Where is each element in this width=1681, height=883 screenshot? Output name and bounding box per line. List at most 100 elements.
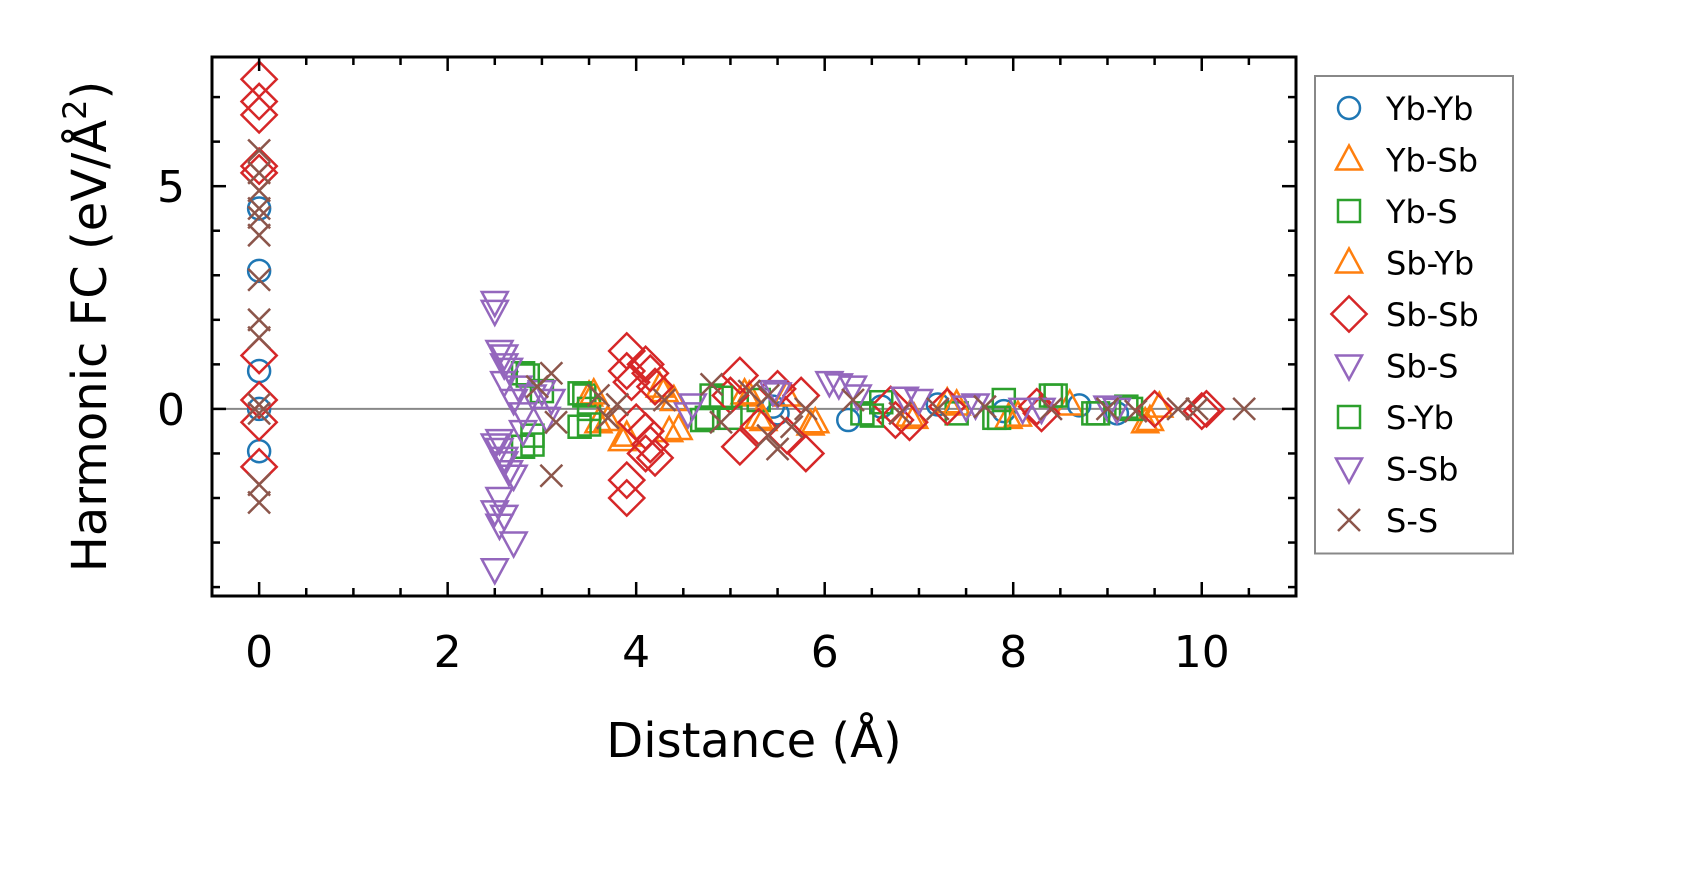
x-tick-label: 2 [434,627,462,678]
data-point [247,138,272,163]
data-point [247,178,272,203]
data-markers [239,59,1257,586]
data-point [239,336,279,375]
data-point [616,402,656,442]
data-point [1039,397,1063,421]
data-point [663,412,694,441]
legend-label: S-S [1386,502,1438,540]
legend-label: Yb-S [1385,193,1458,231]
data-point [247,401,272,426]
legend-marker [1333,245,1365,274]
series-sb-sb [239,59,1226,518]
legend-label: S-Sb [1386,451,1458,489]
data-point [539,463,564,488]
data-point [247,160,272,185]
data-point [578,376,609,405]
data-point [567,381,592,406]
data-point [239,95,279,135]
data-point [786,434,826,473]
data-point [484,428,515,457]
data-point [756,423,781,448]
data-point [517,384,548,413]
x-tick-label: 4 [622,627,650,678]
data-point [1166,397,1191,421]
data-point [1144,390,1175,418]
data-point [841,388,865,412]
data-point [1085,401,1111,426]
legend-label: Yb-Sb [1385,142,1478,180]
legend-marker [1333,354,1365,383]
legend-marker [1333,457,1365,486]
data-point [737,379,762,403]
data-point [247,196,272,221]
data-point [507,419,539,448]
data-point [247,392,272,417]
data-point [484,486,515,515]
data-point [1017,387,1057,427]
data-point [903,388,935,417]
data-point [708,385,734,411]
data-point [626,434,665,473]
data-point [800,405,831,434]
data-point [493,357,525,386]
data-point [239,82,279,121]
data-point [1066,393,1092,418]
legend-marker [1336,198,1362,224]
legend-item: Yb-Sb [1333,142,1478,180]
data-point [718,405,743,431]
legend-item: S-Sb [1333,451,1458,489]
legend-marker [1336,95,1362,121]
data-point [734,378,765,407]
data-point [1185,397,1209,421]
data-point [652,388,677,412]
data-point [795,407,826,436]
data-point [539,361,564,386]
x-tick-label: 10 [1174,627,1230,678]
legend-label: Sb-Yb [1386,245,1474,283]
y-tick-labels: 05 [157,162,185,436]
legend-item: Yb-S [1336,193,1458,231]
data-point [498,531,529,560]
data-point [479,290,510,319]
data-point [720,356,760,395]
data-point [239,402,279,442]
y-axis-title-superscript: 2 [56,99,94,119]
data-point [607,460,647,500]
data-point [605,392,630,417]
data-point [630,353,670,393]
plot-area [210,55,1298,598]
legend-marker [1329,294,1369,334]
data-point [626,344,665,384]
data-point [1232,397,1257,421]
data-point [612,362,651,402]
y-tick-label: 5 [157,162,185,213]
data-point [247,490,272,515]
data-point [765,437,790,461]
data-point [1007,397,1038,426]
data-point [960,393,991,422]
data-point [1043,383,1068,408]
data-point [779,414,804,439]
data-point [635,367,675,407]
data-point [925,397,950,421]
x-tick-label: 8 [999,627,1027,678]
data-point [814,370,845,399]
data-point [544,410,568,435]
axes-frame [210,55,1298,598]
data-point [1182,391,1222,431]
legend-marker [1333,142,1365,171]
data-point [1092,395,1123,424]
legend-marker [1337,508,1361,532]
data-point [247,472,272,497]
data-point [793,397,818,421]
data-point [479,299,510,328]
x-tick-labels: 0 2 4 6 8 10 [245,627,1230,678]
data-point [247,205,272,230]
data-point [507,402,539,430]
data-point [479,558,510,586]
y-tick-label: 0 [157,385,185,436]
legend-item: Sb-Yb [1333,245,1474,283]
data-point [489,504,520,533]
x-tick-label: 0 [245,627,273,678]
axis-ticks [212,57,1296,596]
